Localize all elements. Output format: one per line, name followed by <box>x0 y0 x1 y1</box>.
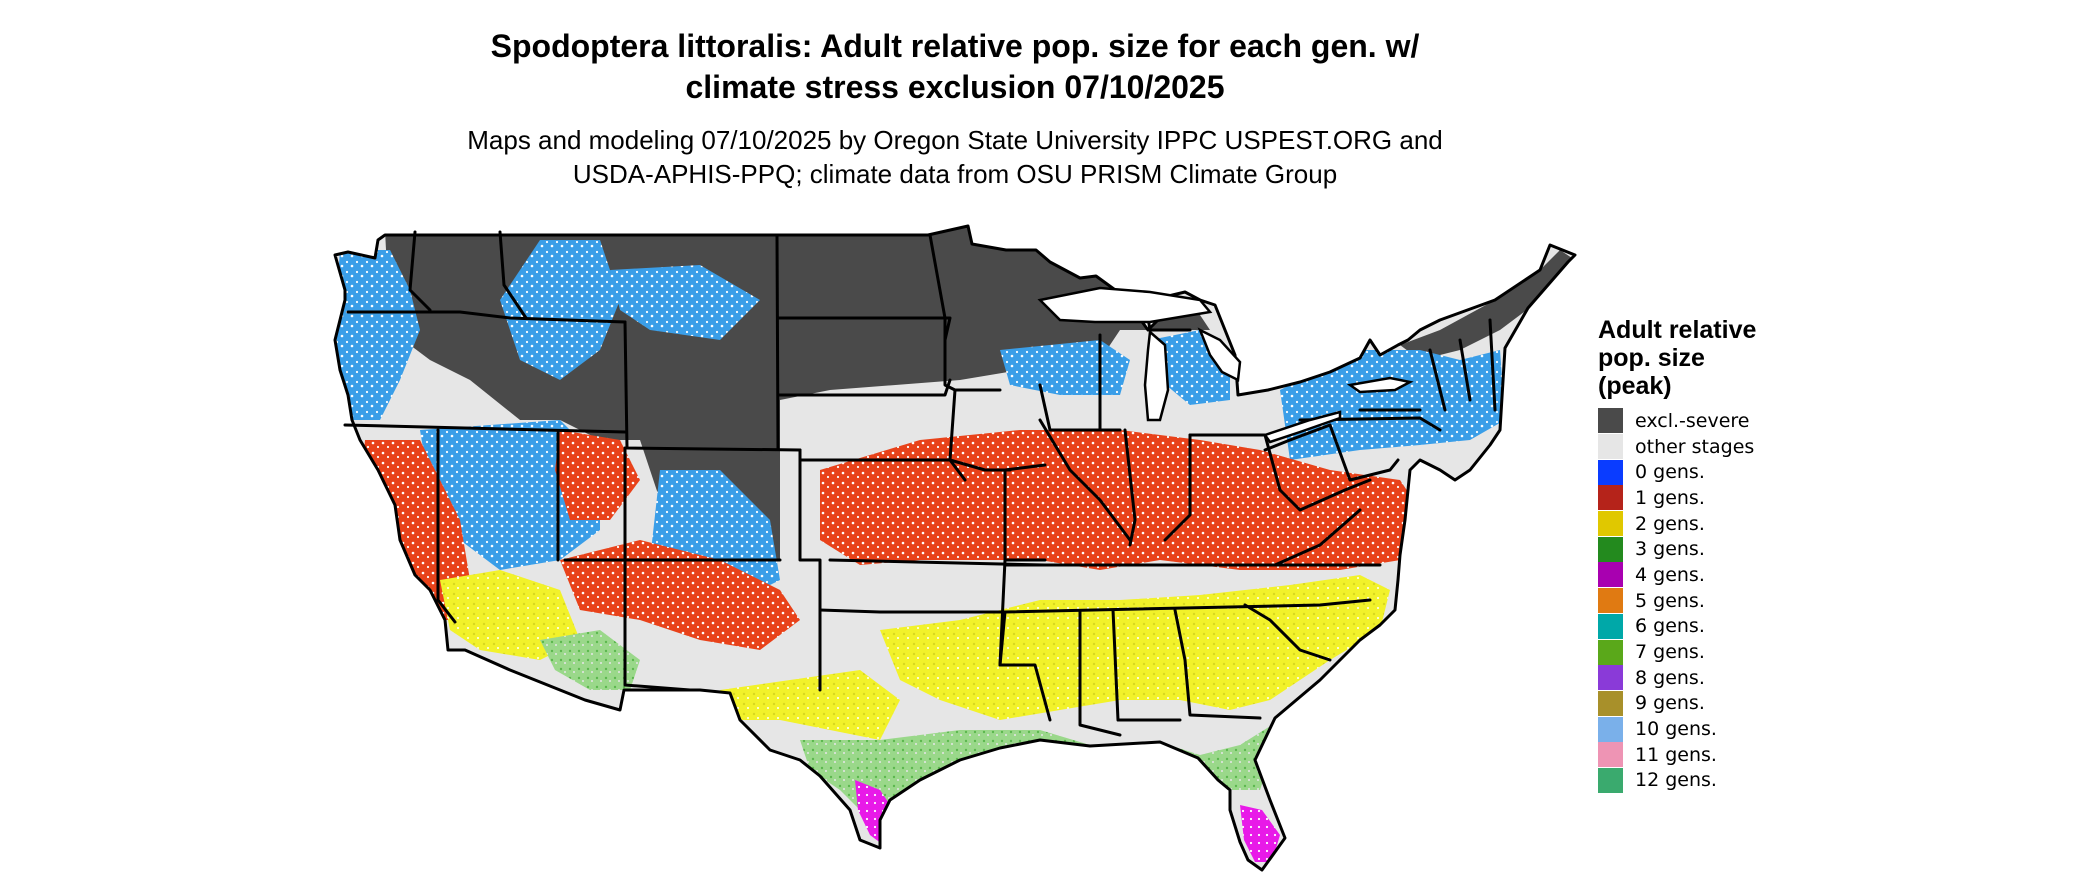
lake-huron <box>1197 327 1242 382</box>
green-region-arizona <box>540 630 640 690</box>
map-title: Spodoptera littoralis: Adult relative po… <box>380 26 1530 108</box>
legend-item: 0 gens. <box>1598 459 1858 485</box>
lake-superior <box>1037 286 1213 324</box>
legend-item: 10 gens. <box>1598 716 1858 742</box>
one-gen-region-utah <box>555 430 640 520</box>
legend-label: 2 gens. <box>1635 512 1705 535</box>
cool-region-northeast <box>1280 350 1505 460</box>
legend-title: Adult relative pop. size (peak) <box>1598 316 1858 400</box>
legend-label: 3 gens. <box>1635 538 1705 561</box>
legend-label: 4 gens. <box>1635 563 1705 586</box>
map-title-line1: Spodoptera littoralis: Adult relative po… <box>490 28 1420 64</box>
four-gen-region-south-florida <box>1240 805 1280 862</box>
legend-label: 5 gens. <box>1635 589 1705 612</box>
legend-swatch <box>1598 408 1623 434</box>
legend-swatch <box>1598 536 1623 562</box>
legend-item: 7 gens. <box>1598 639 1858 665</box>
map-subtitle-line1: Maps and modeling 07/10/2025 by Oregon S… <box>467 125 1443 155</box>
legend-swatch <box>1598 742 1623 768</box>
cool-region-pacific-nw <box>335 250 420 420</box>
legend-label: 11 gens. <box>1635 743 1717 766</box>
legend-swatch <box>1598 562 1623 588</box>
legend-item: 3 gens. <box>1598 536 1858 562</box>
lake-erie <box>1262 410 1342 444</box>
two-gen-region-california <box>440 570 580 660</box>
legend-label: 0 gens. <box>1635 461 1705 484</box>
cool-region-great-basin <box>420 420 600 570</box>
legend-item: 2 gens. <box>1598 511 1858 537</box>
legend-swatch <box>1598 716 1623 742</box>
legend-item: 5 gens. <box>1598 588 1858 614</box>
map-title-line2: climate stress exclusion 07/10/2025 <box>685 69 1225 105</box>
cool-region-montana <box>610 265 760 340</box>
one-gen-region-southwest <box>560 540 800 650</box>
legend-label: 6 gens. <box>1635 615 1705 638</box>
legend-swatch <box>1598 459 1623 485</box>
state-borders <box>333 224 1577 872</box>
legend-swatch <box>1598 690 1623 716</box>
two-gen-region-texas <box>720 670 900 740</box>
legend-label: 1 gens. <box>1635 486 1705 509</box>
legend-item: 1 gens. <box>1598 485 1858 511</box>
legend-title-line2: pop. size <box>1598 344 1705 372</box>
legend-items: excl.-severe other stages 0 gens. 1 gens. 2 … <box>1598 408 1858 793</box>
legend-swatch <box>1598 767 1623 793</box>
lake-michigan <box>1143 329 1170 422</box>
legend-item: 9 gens. <box>1598 690 1858 717</box>
cool-region-northern-rockies <box>500 240 620 380</box>
map-subtitle: Maps and modeling 07/10/2025 by Oregon S… <box>380 123 1530 191</box>
legend-item: 12 gens. <box>1598 767 1858 794</box>
legend-label: 12 gens. <box>1635 769 1717 792</box>
legend-label: 9 gens. <box>1635 692 1705 715</box>
great-lakes <box>1037 286 1414 444</box>
legend-swatch <box>1598 434 1623 460</box>
legend-swatch <box>1598 639 1623 665</box>
legend-item: 6 gens. <box>1598 613 1858 640</box>
legend-swatch <box>1598 588 1623 614</box>
legend-item: 8 gens. <box>1598 665 1858 691</box>
map-subtitle-line2: USDA-APHIS-PPQ; climate data from OSU PR… <box>572 159 1338 189</box>
legend-label: 8 gens. <box>1635 666 1705 689</box>
legend-item: 11 gens. <box>1598 742 1858 768</box>
map-fill-regions <box>335 226 1575 870</box>
legend-title-line1: Adult relative <box>1598 316 1757 344</box>
legend-swatch <box>1598 665 1623 691</box>
cool-region-great-lakes <box>1000 340 1130 395</box>
legend-item: other stages <box>1598 434 1858 460</box>
legend-label: 7 gens. <box>1635 641 1705 664</box>
legend-item: 4 gens. <box>1598 562 1858 588</box>
legend-item: excl.-severe <box>1598 408 1858 434</box>
legend-swatch <box>1598 511 1623 537</box>
legend-label: 10 gens. <box>1635 718 1717 741</box>
legend-swatch <box>1598 485 1623 511</box>
legend-label: other stages <box>1635 435 1755 458</box>
legend-swatch <box>1598 613 1623 639</box>
map-legend: Adult relative pop. size (peak) excl.-se… <box>1598 316 1858 793</box>
legend-title-line3: (peak) <box>1598 372 1672 400</box>
lake-ontario <box>1346 376 1414 394</box>
legend-label: excl.-severe <box>1635 409 1750 432</box>
